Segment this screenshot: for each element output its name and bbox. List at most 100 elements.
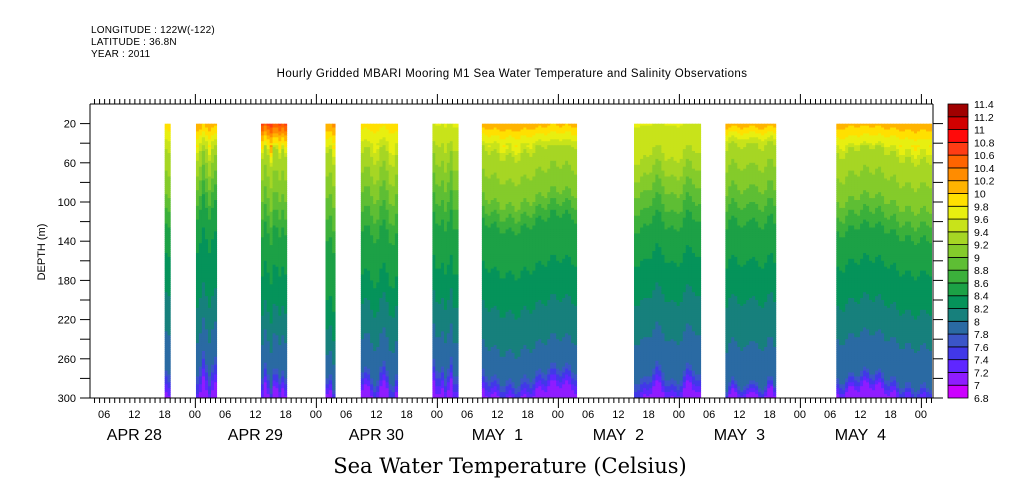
contour-cell	[391, 362, 396, 366]
contour-cell	[272, 145, 277, 148]
contour-cell	[263, 327, 268, 330]
contour-cell	[214, 282, 218, 285]
contour-cell	[363, 394, 368, 397]
contour-cell	[275, 364, 279, 368]
contour-cell	[382, 323, 387, 327]
contour-cell	[266, 294, 271, 297]
contour-cell	[164, 192, 169, 195]
contour-cell	[438, 292, 442, 295]
contour-cell	[211, 276, 215, 280]
contour-cell	[370, 360, 374, 364]
contour-cell	[211, 298, 215, 301]
contour-cell	[382, 358, 387, 362]
contour-cell	[388, 392, 393, 395]
contour-cell	[391, 386, 396, 389]
contour-cell	[201, 327, 206, 330]
contour-cell	[260, 251, 265, 254]
contour-cell	[284, 296, 288, 299]
contour-cell	[382, 251, 387, 254]
contour-cell	[391, 366, 396, 370]
contour-cell	[325, 253, 330, 256]
contour-cell	[363, 382, 368, 385]
contour-cell	[164, 219, 169, 223]
contour-cell	[363, 160, 368, 164]
contour-cell	[373, 313, 377, 317]
contour-cell	[269, 204, 274, 207]
contour-cell	[269, 329, 274, 332]
contour-cell	[367, 145, 371, 148]
contour-cell	[263, 376, 268, 379]
contour-cell	[388, 176, 393, 180]
contour-cell	[278, 209, 282, 213]
contour-cell	[205, 300, 209, 303]
contour-cell	[325, 268, 330, 272]
contour-cell	[281, 386, 285, 389]
contour-cell	[263, 233, 268, 236]
contour-cell	[164, 319, 169, 323]
contour-cell	[360, 125, 365, 129]
contour-cell	[382, 174, 387, 178]
contour-cell	[363, 194, 368, 197]
contour-cell	[432, 219, 436, 223]
contour-cell	[332, 207, 336, 211]
contour-cell	[266, 366, 271, 370]
contour-cell	[205, 223, 209, 227]
contour-cell	[284, 156, 288, 160]
contour-cell	[272, 321, 277, 325]
contour-cell	[272, 123, 277, 127]
contour-cell	[370, 223, 374, 227]
contour-cell	[275, 231, 279, 234]
contour-cell	[211, 184, 215, 187]
contour-cell	[198, 233, 203, 236]
contour-cell	[385, 302, 390, 305]
contour-cell	[269, 153, 274, 156]
contour-cell	[272, 219, 277, 223]
contour-cell	[388, 282, 393, 285]
contour-cell	[391, 245, 396, 248]
contour-cell	[432, 352, 436, 356]
contour-cell	[388, 351, 393, 354]
contour-cell	[263, 396, 268, 398]
contour-cell	[263, 335, 268, 338]
contour-cell	[263, 231, 268, 234]
contour-cell	[201, 223, 206, 227]
contour-cell	[272, 129, 277, 133]
contour-cell	[438, 280, 442, 283]
contour-cell	[211, 260, 215, 264]
contour-cell	[388, 254, 393, 258]
contour-cell	[201, 231, 206, 234]
contour-cell	[164, 135, 169, 138]
contour-cell	[432, 309, 436, 313]
contour-cell	[382, 231, 387, 234]
contour-cell	[394, 205, 399, 209]
contour-cell	[167, 298, 171, 301]
contour-cell	[360, 247, 365, 250]
contour-cell	[167, 123, 171, 127]
contour-cell	[272, 388, 277, 391]
contour-cell	[332, 298, 336, 301]
contour-cell	[379, 394, 384, 397]
contour-cell	[325, 180, 330, 183]
contour-cell	[435, 343, 439, 346]
contour-cell	[198, 231, 203, 234]
contour-cell	[379, 190, 384, 193]
contour-cell	[278, 298, 282, 301]
contour-cell	[281, 147, 285, 150]
contour-cell	[360, 317, 365, 321]
contour-cell	[379, 356, 384, 360]
contour-cell	[208, 256, 212, 260]
contour-cell	[325, 147, 330, 150]
contour-cell	[266, 319, 271, 323]
contour-cell	[394, 362, 399, 366]
contour-cell	[385, 207, 390, 211]
contour-cell	[376, 204, 380, 207]
contour-cell	[379, 162, 384, 166]
contour-cell	[201, 131, 206, 134]
contour-cell	[370, 147, 374, 150]
contour-cell	[195, 396, 200, 398]
contour-cell	[214, 337, 218, 340]
contour-cell	[278, 172, 282, 176]
contour-cell	[435, 292, 439, 295]
contour-cell	[205, 155, 209, 158]
contour-cell	[208, 309, 212, 313]
